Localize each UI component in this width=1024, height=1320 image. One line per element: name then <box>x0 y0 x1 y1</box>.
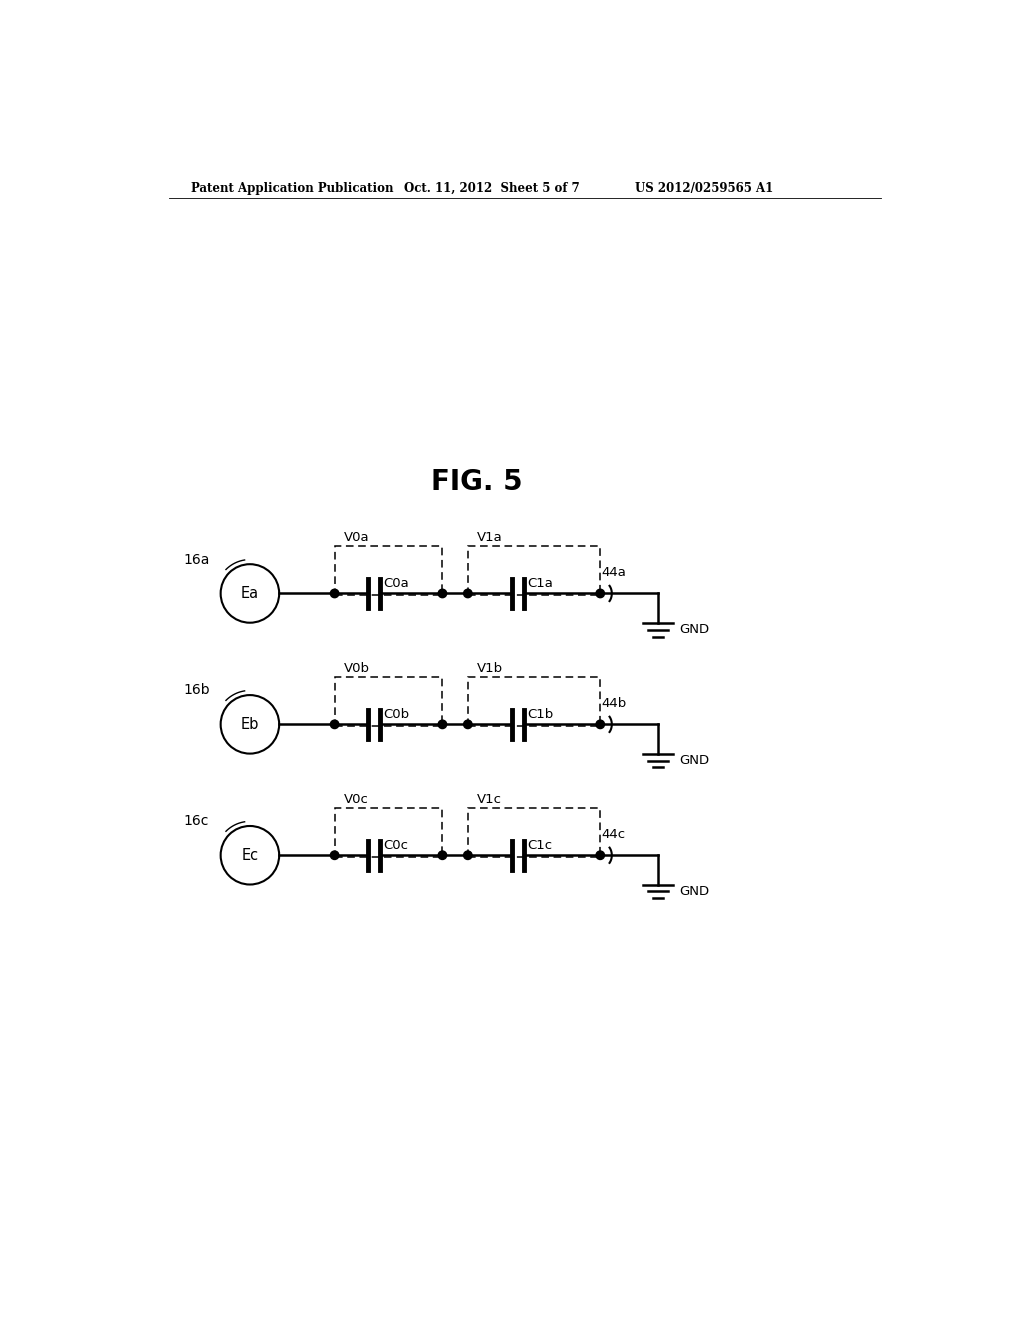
Circle shape <box>438 721 446 729</box>
Circle shape <box>331 721 339 729</box>
Text: C1b: C1b <box>527 709 553 721</box>
Text: C1c: C1c <box>527 840 552 853</box>
Text: Ec: Ec <box>242 847 258 863</box>
Circle shape <box>438 851 446 859</box>
Bar <box>468 545 600 595</box>
Text: V0c: V0c <box>344 793 369 807</box>
Text: 16b: 16b <box>183 684 210 697</box>
Circle shape <box>596 589 604 598</box>
Text: Oct. 11, 2012  Sheet 5 of 7: Oct. 11, 2012 Sheet 5 of 7 <box>403 182 580 194</box>
Circle shape <box>464 589 472 598</box>
Text: C0b: C0b <box>383 709 410 721</box>
Text: 44c: 44c <box>601 828 626 841</box>
Text: C0c: C0c <box>383 840 409 853</box>
Circle shape <box>331 589 339 598</box>
Circle shape <box>596 721 604 729</box>
Bar <box>335 808 442 857</box>
Text: GND: GND <box>679 884 709 898</box>
Text: 16c: 16c <box>183 814 209 829</box>
Bar <box>335 545 442 595</box>
Text: GND: GND <box>679 623 709 636</box>
Bar <box>468 808 600 857</box>
Circle shape <box>438 589 446 598</box>
Text: V1b: V1b <box>477 663 503 675</box>
Circle shape <box>464 851 472 859</box>
Text: Ea: Ea <box>241 586 259 601</box>
Text: V1a: V1a <box>477 531 503 544</box>
Text: FIG. 5: FIG. 5 <box>431 467 523 496</box>
Text: V0b: V0b <box>344 663 370 675</box>
Text: 16a: 16a <box>183 553 210 566</box>
Text: US 2012/0259565 A1: US 2012/0259565 A1 <box>635 182 773 194</box>
Text: 44a: 44a <box>601 566 626 579</box>
Text: V1c: V1c <box>477 793 502 807</box>
Circle shape <box>464 721 472 729</box>
Bar <box>468 677 600 726</box>
Bar <box>335 677 442 726</box>
Text: Eb: Eb <box>241 717 259 731</box>
Text: C1a: C1a <box>527 577 553 590</box>
Circle shape <box>596 851 604 859</box>
Text: 44b: 44b <box>601 697 627 710</box>
Text: Patent Application Publication: Patent Application Publication <box>190 182 393 194</box>
Circle shape <box>331 851 339 859</box>
Text: C0a: C0a <box>383 577 409 590</box>
Text: GND: GND <box>679 754 709 767</box>
Text: V0a: V0a <box>344 531 370 544</box>
